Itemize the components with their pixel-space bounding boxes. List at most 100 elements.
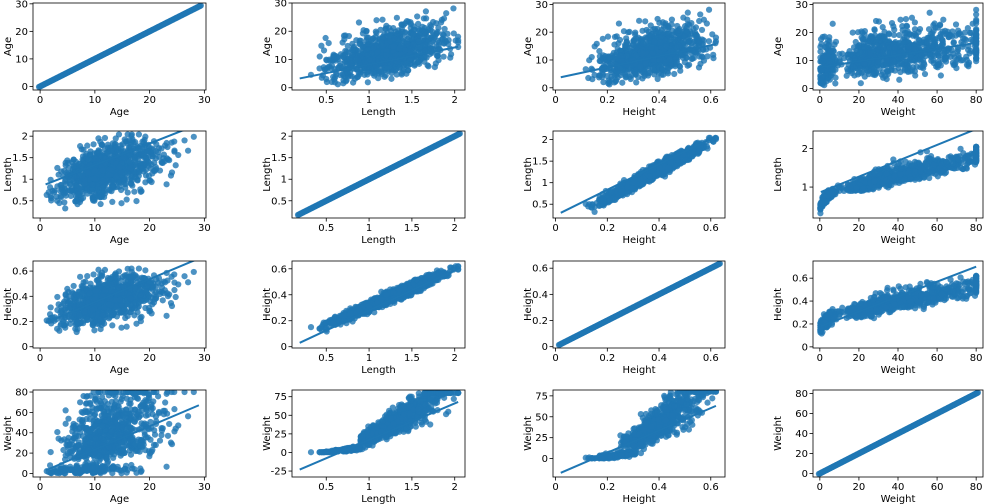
data-point: [181, 137, 188, 144]
data-point: [832, 80, 839, 87]
y-tick-label: 30: [795, 0, 808, 11]
data-point: [99, 177, 106, 184]
data-point: [365, 38, 372, 45]
data-point: [911, 19, 918, 26]
data-point: [415, 38, 422, 45]
data-point: [128, 131, 135, 138]
data-point: [825, 37, 832, 44]
data-point: [639, 27, 646, 34]
data-point: [905, 39, 912, 46]
data-point: [901, 65, 909, 72]
data-point: [896, 31, 903, 39]
data-point: [890, 58, 897, 65]
data-point: [435, 24, 442, 31]
data-point: [168, 139, 175, 146]
data-point: [943, 55, 950, 62]
data-point: [673, 59, 680, 66]
data-point: [91, 167, 99, 175]
data-point: [973, 6, 980, 13]
data-point: [61, 167, 68, 174]
data-point: [899, 23, 906, 30]
data-point: [355, 19, 363, 26]
data-point: [137, 186, 144, 193]
x-tick-label: 30: [198, 223, 211, 234]
data-point: [969, 20, 976, 27]
data-point: [819, 33, 826, 41]
data-point: [190, 133, 197, 140]
data-point: [636, 17, 643, 24]
data-point: [847, 51, 854, 58]
data-point: [849, 29, 856, 36]
data-point: [668, 21, 675, 28]
data-point: [379, 16, 386, 23]
data-point: [952, 21, 960, 28]
data-point: [649, 49, 656, 56]
data-point: [890, 31, 898, 39]
data-point: [328, 78, 335, 86]
data-point: [684, 9, 691, 16]
data-point: [639, 49, 647, 56]
data-point: [322, 34, 329, 42]
data-point: [136, 169, 143, 176]
x-tick-label: 0: [37, 95, 43, 106]
data-point: [379, 33, 387, 40]
data-point: [85, 169, 92, 177]
data-point: [70, 156, 77, 163]
data-point: [627, 44, 634, 51]
data-point: [323, 65, 330, 72]
data-point: [341, 36, 348, 43]
data-point: [591, 208, 598, 215]
data-point: [105, 171, 113, 179]
data-point: [611, 33, 619, 41]
data-point: [698, 26, 706, 34]
data-point: [937, 72, 944, 79]
regression-line: [299, 45, 459, 80]
data-point: [112, 135, 119, 142]
data-point: [598, 74, 606, 81]
data-point: [397, 42, 405, 49]
data-point: [133, 198, 140, 205]
data-point: [153, 141, 160, 148]
data-point: [89, 195, 96, 203]
data-point: [374, 49, 381, 56]
x-tick-label: 2: [452, 95, 458, 106]
data-point: [668, 16, 676, 23]
data-point: [918, 51, 925, 59]
data-point: [124, 169, 131, 176]
data-point: [163, 181, 170, 188]
data-point: [410, 41, 417, 48]
x-tick-label: 0: [552, 95, 558, 106]
data-point: [320, 47, 328, 54]
data-point: [407, 48, 414, 55]
data-point: [926, 52, 933, 59]
data-point: [438, 36, 445, 43]
data-point: [632, 29, 639, 36]
data-point: [703, 20, 710, 27]
data-point: [62, 180, 69, 188]
data-point: [818, 74, 825, 81]
data-point: [197, 3, 204, 9]
data-point: [116, 183, 123, 190]
data-point: [378, 69, 385, 76]
data-point: [907, 53, 914, 60]
data-point: [940, 16, 947, 23]
data-point: [903, 23, 911, 30]
x-tick-label: 0.5: [318, 223, 334, 234]
data-point: [850, 63, 857, 70]
data-point: [347, 57, 355, 64]
data-point: [74, 191, 81, 198]
data-point: [651, 38, 658, 45]
data-point: [622, 74, 629, 81]
data-point: [416, 32, 423, 39]
data-point: [348, 73, 356, 80]
data-point: [646, 69, 653, 76]
data-point: [131, 188, 138, 195]
data-point: [54, 164, 61, 172]
data-point: [690, 25, 697, 32]
x-tick-label: 80: [970, 95, 983, 106]
data-point: [372, 28, 379, 35]
y-axis-label: Age: [773, 37, 784, 56]
data-point: [420, 15, 427, 22]
data-point: [857, 65, 864, 72]
data-point: [142, 133, 149, 140]
